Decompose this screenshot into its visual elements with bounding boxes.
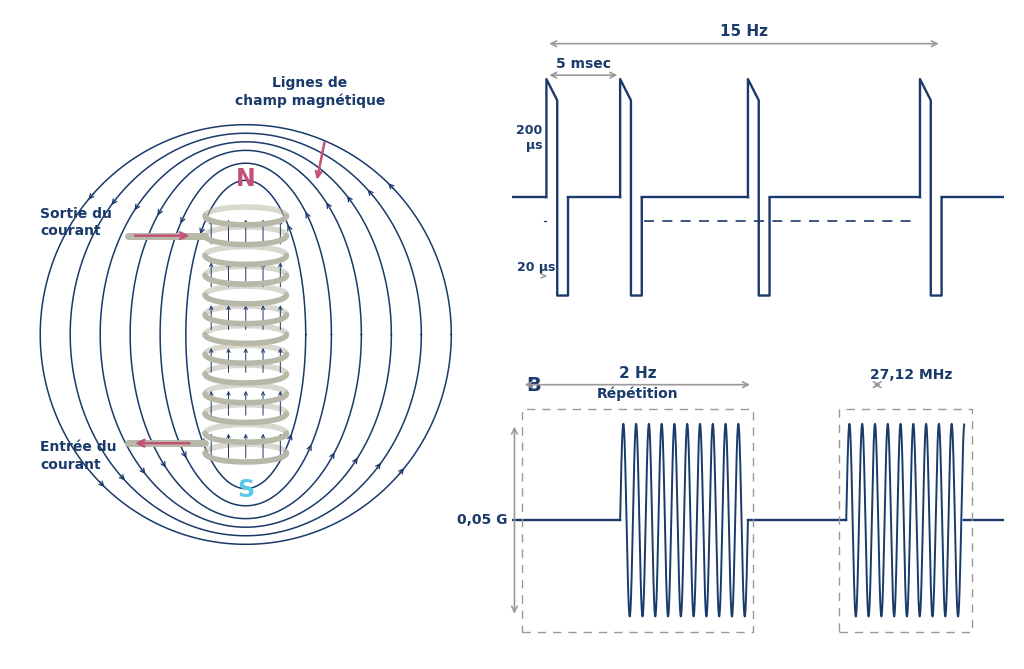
Text: 2 Hz: 2 Hz: [618, 366, 656, 381]
Text: Entrée du
courant: Entrée du courant: [40, 440, 117, 472]
Text: 0,05 G: 0,05 G: [457, 513, 507, 527]
Text: Sortie du
courant: Sortie du courant: [40, 207, 112, 238]
Text: Lignes de
champ magnétique: Lignes de champ magnétique: [234, 76, 385, 108]
Text: Répétition: Répétition: [597, 387, 678, 401]
Text: 15 Hz: 15 Hz: [720, 24, 768, 39]
Text: 20 μs: 20 μs: [517, 262, 555, 274]
Text: 200
μs: 200 μs: [516, 124, 543, 152]
Text: 5 msec: 5 msec: [556, 58, 610, 71]
Text: S: S: [238, 478, 254, 502]
Text: N: N: [236, 167, 256, 191]
Text: B: B: [526, 376, 542, 395]
Text: 27,12 MHz: 27,12 MHz: [870, 368, 952, 381]
